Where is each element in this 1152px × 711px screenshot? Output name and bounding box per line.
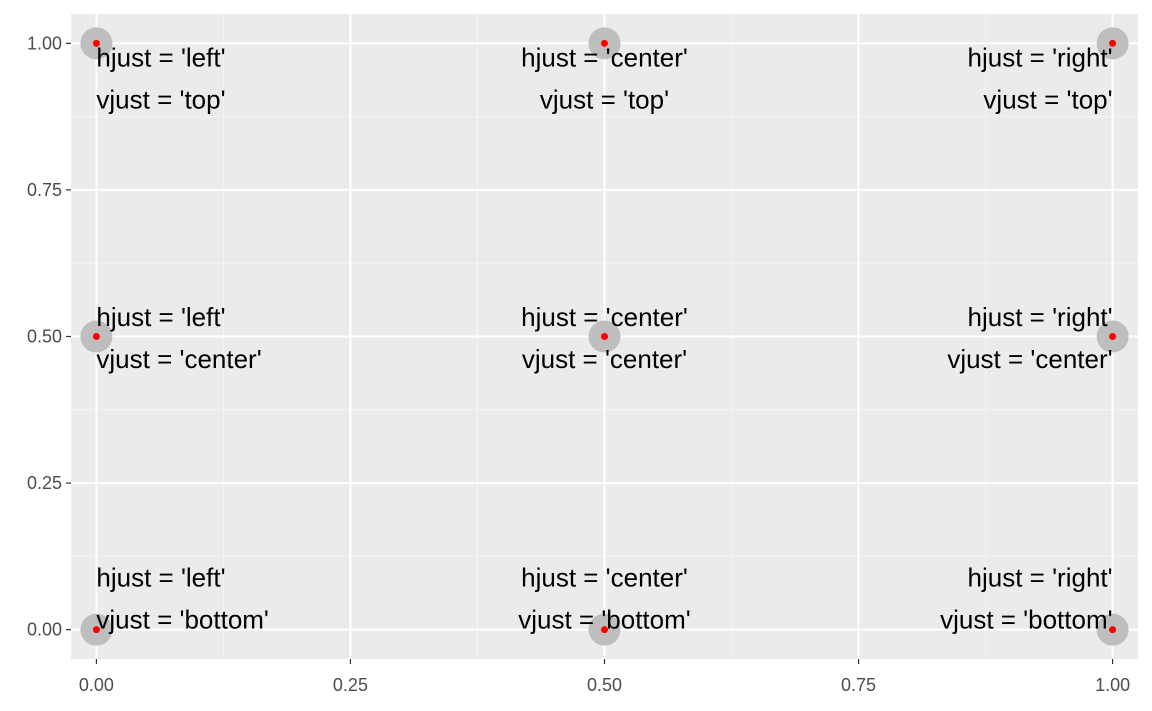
annotation-vjust-line: vjust = 'center' xyxy=(96,344,261,374)
annotation-hjust-line: hjust = 'center' xyxy=(521,42,688,72)
x-axis-tick-labels: 0.00 0.25 0.50 0.75 1.00 xyxy=(79,675,1130,695)
annotation-vjust-line: vjust = 'top' xyxy=(540,84,669,114)
annotation-hjust-line: hjust = 'right' xyxy=(968,563,1113,593)
annotation-hjust-line: hjust = 'center' xyxy=(521,302,688,332)
point-center xyxy=(1109,333,1117,340)
annotation-vjust-line: vjust = 'top' xyxy=(96,84,225,114)
y-tick-label: 0.25 xyxy=(27,473,62,493)
x-tick-label: 0.75 xyxy=(841,675,876,695)
annotation-hjust-line: hjust = 'left' xyxy=(96,302,225,332)
point-annotations: hjust = 'left' vjust = 'top' hjust = 'cent… xyxy=(96,42,1112,634)
x-tick-label: 0.25 xyxy=(333,675,368,695)
y-tick-label: 0.00 xyxy=(27,620,62,640)
annotation-vjust-line: vjust = 'center' xyxy=(522,344,687,374)
point-center xyxy=(601,333,608,340)
axis-ticks xyxy=(66,42,1114,664)
y-tick-label: 0.75 xyxy=(27,180,62,200)
y-tick-label: 0.50 xyxy=(27,327,62,347)
annotation-vjust-line: vjust = 'bottom' xyxy=(518,605,691,635)
point-center xyxy=(1109,39,1117,47)
x-tick-label: 0.50 xyxy=(587,675,622,695)
point-center xyxy=(1109,626,1117,634)
annotation-vjust-line: vjust = 'top' xyxy=(983,84,1112,114)
point-center xyxy=(601,626,608,634)
point-center xyxy=(92,333,100,340)
x-tick-label: 1.00 xyxy=(1095,675,1130,695)
point-center xyxy=(92,39,100,47)
point-center xyxy=(601,39,608,47)
x-tick-label: 0.00 xyxy=(79,675,114,695)
annotation-vjust-line: vjust = 'bottom' xyxy=(940,605,1113,635)
annotation-hjust-line: hjust = 'right' xyxy=(968,302,1113,332)
annotation-vjust-line: vjust = 'center' xyxy=(947,344,1112,374)
y-axis-tick-labels: 0.00 0.25 0.50 0.75 1.00 xyxy=(27,33,62,639)
y-tick-label: 1.00 xyxy=(27,33,62,53)
annotation-vjust-line: vjust = 'bottom' xyxy=(96,605,269,635)
annotation-hjust-line: hjust = 'left' xyxy=(96,42,225,72)
annotation-hjust-line: hjust = 'center' xyxy=(521,563,688,593)
point-center xyxy=(92,626,100,634)
data-points xyxy=(80,27,1129,646)
annotation-hjust-line: hjust = 'left' xyxy=(96,563,225,593)
annotation-hjust-line: hjust = 'right' xyxy=(968,42,1113,72)
